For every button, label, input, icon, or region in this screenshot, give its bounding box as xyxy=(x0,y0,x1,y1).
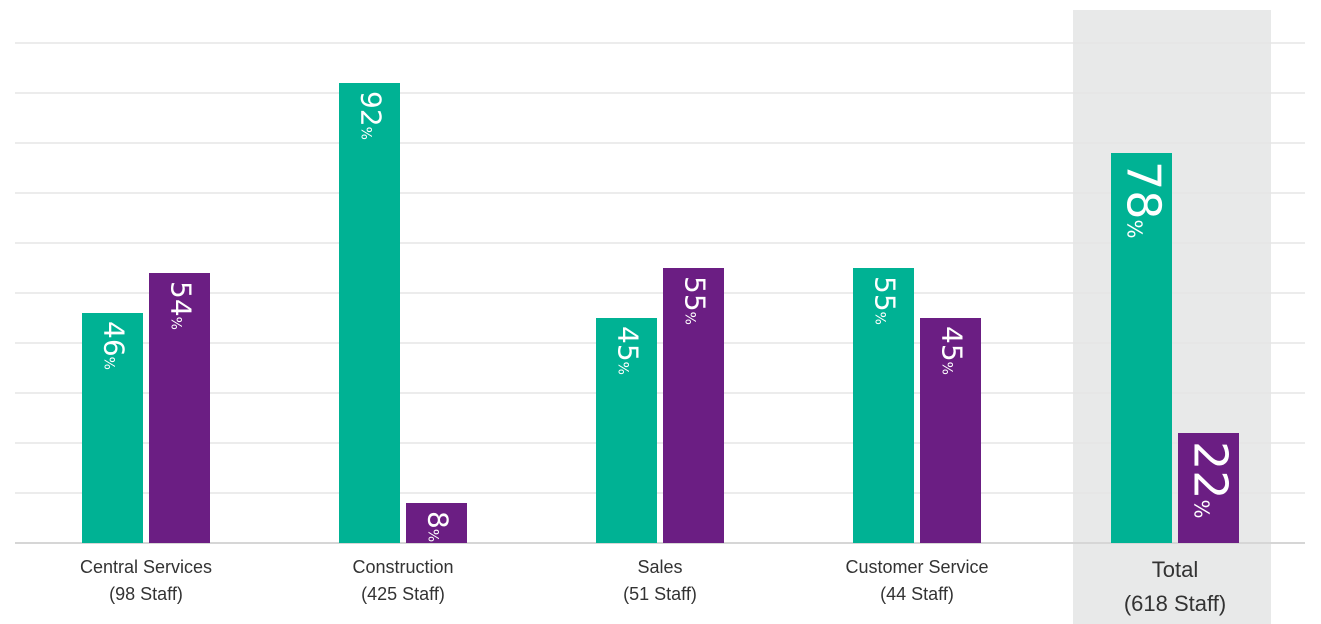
bar-value-label: 45% xyxy=(612,326,645,375)
bar xyxy=(82,313,143,543)
bar-value-label: 55% xyxy=(869,276,902,325)
bar xyxy=(596,318,657,543)
category-label: Total xyxy=(1152,557,1198,582)
bar-group: 55% xyxy=(853,268,914,543)
gridlines xyxy=(15,42,1305,494)
category-label: Customer Service xyxy=(845,557,988,577)
category-label: Construction xyxy=(352,557,453,577)
bar-value-label: 55% xyxy=(679,276,712,325)
category-label: Central Services xyxy=(80,557,212,577)
bar xyxy=(1111,153,1172,543)
category-staff-count: (425 Staff) xyxy=(361,584,445,604)
bar-value-label: 8% xyxy=(422,511,455,542)
bar-value-label: 78% xyxy=(1117,161,1171,239)
bar-group: 46% xyxy=(82,313,143,543)
bar-group: 22% xyxy=(1178,433,1239,543)
category-label: Sales xyxy=(637,557,682,577)
bar xyxy=(406,503,467,543)
category-staff-count: (618 Staff) xyxy=(1124,591,1226,616)
bar-group: 45% xyxy=(596,318,657,543)
bar-group: 92% xyxy=(339,83,400,543)
bar-value-label: 54% xyxy=(165,281,198,330)
bar xyxy=(149,273,210,543)
bar xyxy=(853,268,914,543)
bar-value-label: 46% xyxy=(98,321,131,370)
bar xyxy=(920,318,981,543)
category-staff-count: (98 Staff) xyxy=(109,584,183,604)
bar-group: 45% xyxy=(920,318,981,543)
bar-group: 8% xyxy=(406,503,467,543)
category-staff-count: (51 Staff) xyxy=(623,584,697,604)
bar xyxy=(339,83,400,543)
bar-value-label: 22% xyxy=(1184,441,1238,519)
bar-group: 54% xyxy=(149,273,210,543)
bar xyxy=(1178,433,1239,543)
category-staff-count: (44 Staff) xyxy=(880,584,954,604)
bar-value-label: 92% xyxy=(355,91,388,140)
bar xyxy=(663,268,724,543)
bar-value-label: 45% xyxy=(936,326,969,375)
bar-group: 55% xyxy=(663,268,724,543)
bar-group: 78% xyxy=(1111,153,1172,543)
